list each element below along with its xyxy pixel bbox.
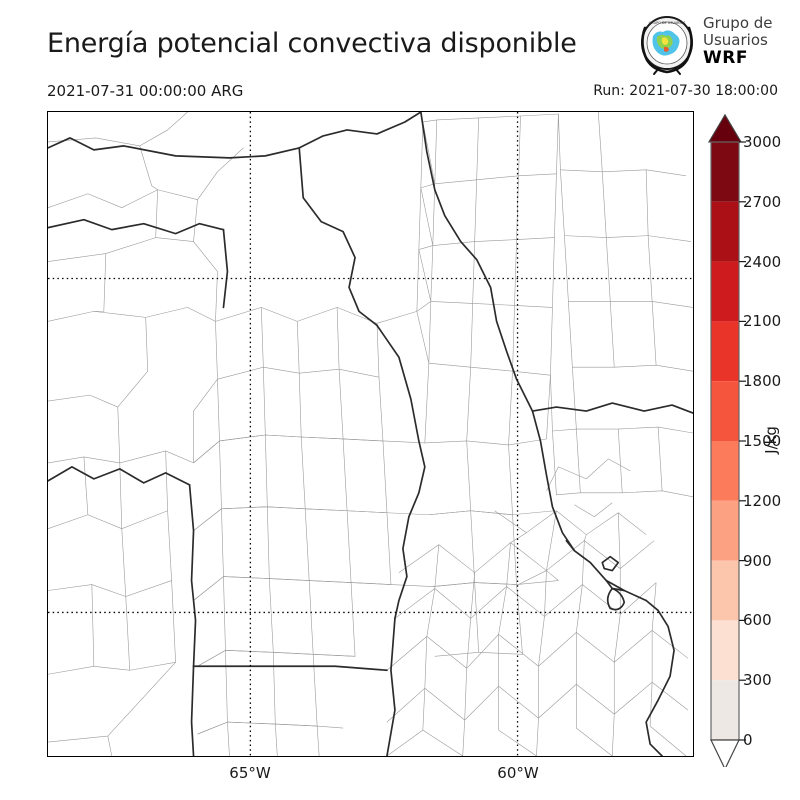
page-title: Energía potencial convectiva disponible xyxy=(47,28,577,59)
colorbar-tick-2400: 2400 xyxy=(743,252,782,271)
logo-text-block: Grupo de Usuarios WRF xyxy=(703,15,798,68)
logo-line-3: WRF xyxy=(703,48,748,68)
colorbar-extend-min xyxy=(710,739,740,767)
colorbar-tick-900: 900 xyxy=(743,551,772,570)
colorbar: 3000 2700 2400 2100 1800 1500 1200 900 6… xyxy=(705,112,800,767)
svg-text:GRUPO DE USUARIOS: GRUPO DE USUARIOS xyxy=(649,21,686,25)
logo-line-2: Usuarios xyxy=(703,31,768,49)
colorbar-tick-1500: 1500 xyxy=(743,432,782,450)
map-plot-area xyxy=(47,111,694,757)
colorbar-tick-2700: 2700 xyxy=(743,192,782,211)
lon-tick-label-60w: 60°W xyxy=(497,764,539,782)
colorbar-tick-1200: 1200 xyxy=(743,491,782,510)
wrf-globe-seal-icon: GRUPO DE USUARIOS xyxy=(641,16,693,75)
map-geography xyxy=(48,112,693,756)
colorbar-unit-label: J/kg xyxy=(762,426,780,454)
valid-time-label: 2021-07-31 00:00:00 ARG xyxy=(47,82,244,100)
colorbar-tick-0: 0 xyxy=(743,731,753,749)
colorbar-tick-300: 300 xyxy=(743,671,772,690)
colorbar-tick-3000: 3000 xyxy=(743,133,782,151)
logo-line-1: Grupo de xyxy=(703,14,773,32)
colorbar-gradient xyxy=(708,113,746,767)
model-run-label: Run: 2021-07-30 18:00:00 xyxy=(593,83,778,99)
colorbar-tick-1800: 1800 xyxy=(743,372,782,391)
lon-tick-label-65w: 65°W xyxy=(229,764,271,782)
colorbar-tick-2100: 2100 xyxy=(743,312,782,331)
colorbar-tick-600: 600 xyxy=(743,611,772,630)
wrf-user-group-logo: GRUPO DE USUARIOS Grupo de Usuarios WRF xyxy=(637,14,797,78)
